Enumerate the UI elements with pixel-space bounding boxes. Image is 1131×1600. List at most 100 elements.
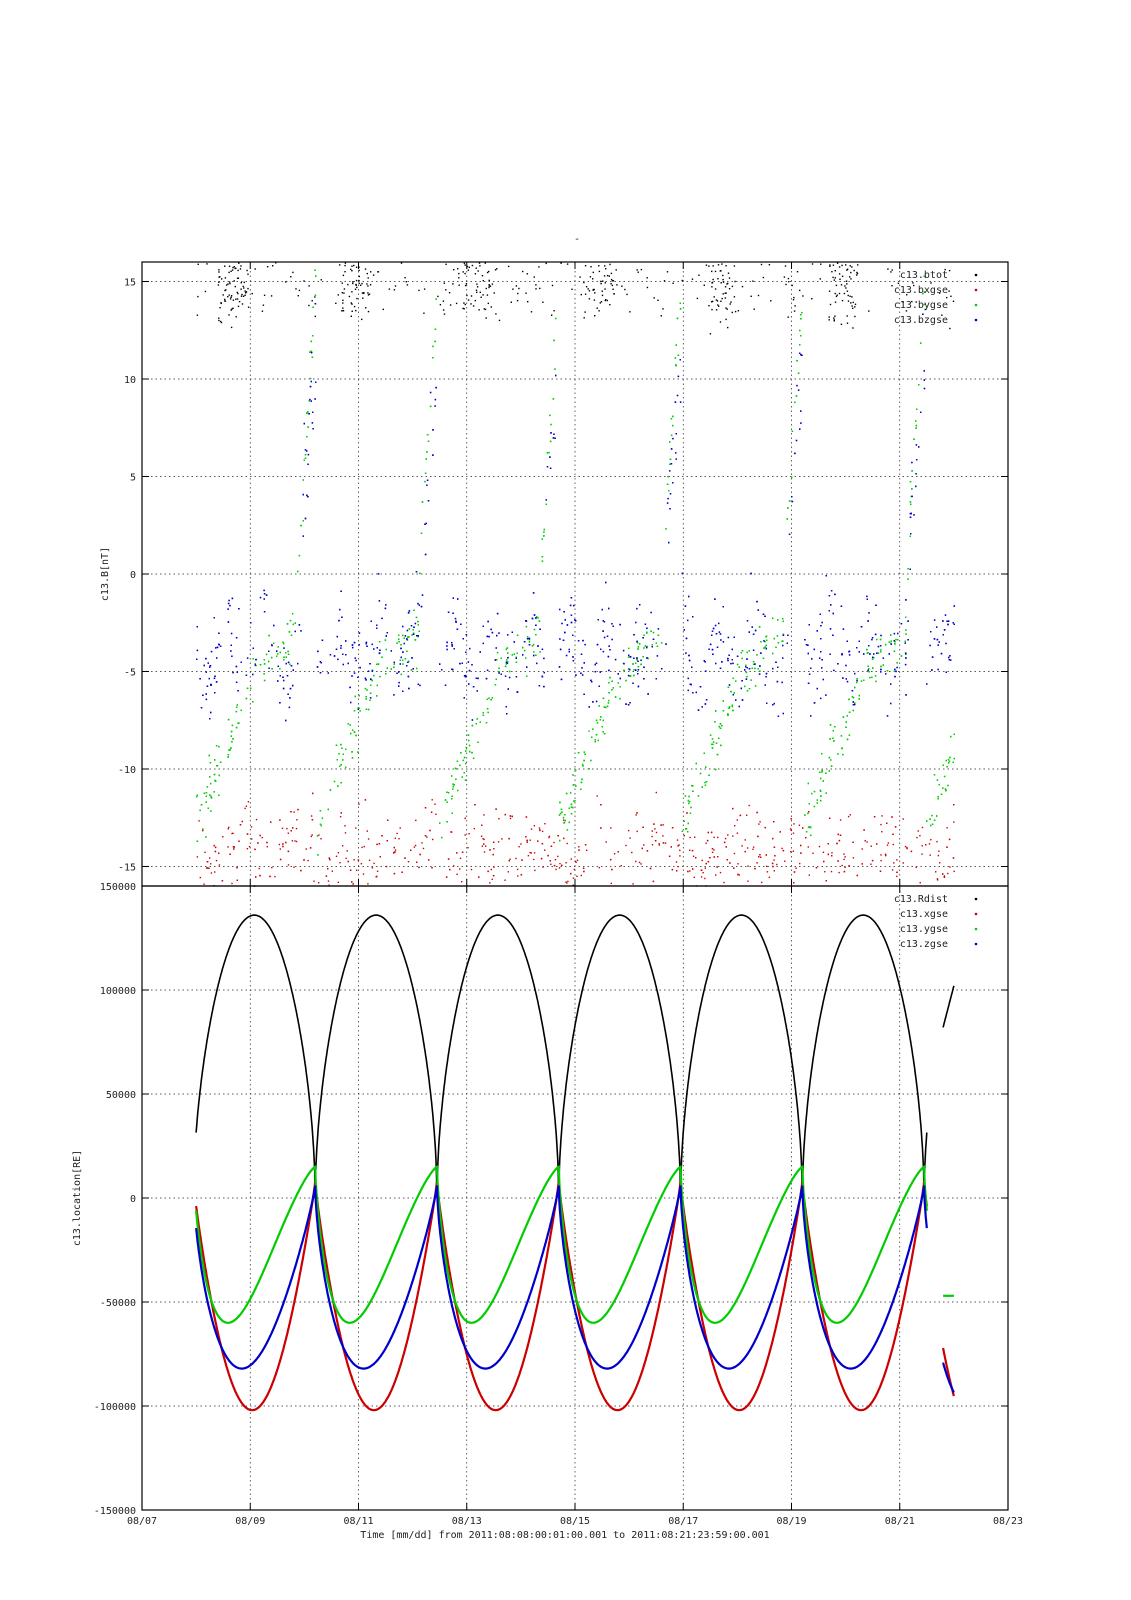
data-point-c13.bxgse xyxy=(352,883,354,885)
data-point-c13.bygse xyxy=(416,667,418,670)
data-point-c13.bxgse xyxy=(736,819,738,821)
data-point-c13.bzgse xyxy=(545,499,547,501)
data-point-c13.bzgse xyxy=(283,679,285,682)
data-point-c13.btot xyxy=(604,282,606,284)
data-point-c13.btot xyxy=(845,287,847,289)
data-point-c13.bzgse xyxy=(498,632,500,634)
data-point-c13.bzgse xyxy=(715,662,717,665)
data-point-c13.bxgse xyxy=(404,857,406,859)
data-point-c13.bzgse xyxy=(705,670,707,672)
data-point-c13.bxgse xyxy=(456,852,458,854)
data-point-c13.btot xyxy=(811,263,814,265)
data-point-c13.bxgse xyxy=(837,833,839,836)
data-point-c13.bxgse xyxy=(919,835,921,837)
data-point-c13.bxgse xyxy=(533,825,536,827)
data-point-c13.btot xyxy=(235,267,237,269)
data-point-c13.btot xyxy=(605,268,607,270)
data-point-c13.bxgse xyxy=(818,845,821,848)
data-point-c13.bzgse xyxy=(832,612,834,615)
data-point-c13.bygse xyxy=(851,696,854,698)
data-point-c13.bygse xyxy=(828,756,831,759)
data-point-c13.bxgse xyxy=(407,861,410,863)
data-point-c13.bygse xyxy=(200,804,203,806)
data-point-c13.bzgse xyxy=(625,703,627,705)
data-point-c13.bzgse xyxy=(923,370,925,372)
data-point-c13.btot xyxy=(394,285,397,287)
data-point-c13.bxgse xyxy=(362,873,365,875)
data-point-c13.bzgse xyxy=(632,682,634,684)
data-point-c13.bygse xyxy=(711,738,714,740)
data-point-c13.bzgse xyxy=(676,394,679,397)
data-point-c13.bzgse xyxy=(230,650,232,652)
data-point-c13.btot xyxy=(219,307,221,309)
data-point-c13.btot xyxy=(231,269,234,271)
data-point-c13.bygse xyxy=(751,667,753,669)
data-point-c13.bygse xyxy=(471,724,474,727)
data-point-c13.bzgse xyxy=(945,642,947,645)
data-point-c13.bzgse xyxy=(677,375,680,378)
data-point-c13.bxgse xyxy=(555,868,557,871)
data-point-c13.btot xyxy=(602,280,604,282)
data-point-c13.bygse xyxy=(216,765,218,767)
data-point-c13.bzgse xyxy=(669,508,671,510)
data-point-c13.btot xyxy=(852,301,854,304)
data-point-c13.bxgse xyxy=(205,867,208,869)
data-point-c13.bzgse xyxy=(808,673,811,675)
data-point-c13.bxgse xyxy=(852,857,855,859)
data-point-c13.bxgse xyxy=(671,827,674,829)
data-point-c13.bzgse xyxy=(900,623,903,625)
data-point-c13.bxgse xyxy=(658,843,660,845)
data-point-c13.bzgse xyxy=(574,619,576,621)
data-point-c13.btot xyxy=(368,293,371,295)
data-point-c13.btot xyxy=(472,305,475,307)
data-point-c13.bzgse xyxy=(639,604,641,606)
data-point-c13.bzgse xyxy=(539,628,541,630)
data-point-c13.btot xyxy=(476,286,479,288)
data-point-c13.bxgse xyxy=(473,827,475,830)
data-point-c13.btot xyxy=(836,262,839,264)
data-point-c13.bzgse xyxy=(828,610,830,612)
data-point-c13.bxgse xyxy=(375,876,377,878)
data-point-c13.bzgse xyxy=(711,648,714,651)
data-point-c13.btot xyxy=(448,292,451,294)
data-point-c13.bygse xyxy=(668,490,670,492)
data-point-c13.btot xyxy=(495,313,497,315)
data-point-c13.bzgse xyxy=(213,677,216,679)
data-point-c13.bzgse xyxy=(595,700,598,703)
data-point-c13.bxgse xyxy=(539,829,541,831)
data-point-c13.bygse xyxy=(909,481,912,483)
data-point-c13.bygse xyxy=(515,661,518,663)
data-point-c13.bzgse xyxy=(581,674,584,676)
data-point-c13.bzgse xyxy=(674,401,677,403)
data-point-c13.btot xyxy=(342,302,344,304)
data-point-c13.bygse xyxy=(565,792,568,795)
data-point-c13.bxgse xyxy=(538,827,541,829)
data-point-c13.bygse xyxy=(644,645,647,647)
data-point-c13.bygse xyxy=(866,652,868,654)
data-point-c13.btot xyxy=(361,292,364,294)
data-point-c13.btot xyxy=(911,300,913,303)
data-point-c13.bzgse xyxy=(920,411,922,413)
data-point-c13.bzgse xyxy=(468,669,471,672)
data-point-c13.btot xyxy=(589,276,592,278)
data-point-c13.btot xyxy=(726,283,728,285)
top-legend-label: c13.bxgse xyxy=(894,285,948,296)
data-point-c13.btot xyxy=(601,290,603,292)
data-point-c13.btot xyxy=(600,301,603,303)
data-point-c13.bxgse xyxy=(285,841,287,844)
data-point-c13.bzgse xyxy=(359,666,361,669)
data-point-c13.bzgse xyxy=(268,650,270,652)
data-point-c13.bzgse xyxy=(298,624,301,626)
data-point-c13.bxgse xyxy=(635,860,637,863)
data-point-c13.bxgse xyxy=(368,859,371,861)
data-point-c13.btot xyxy=(906,294,908,296)
top-panel-grid xyxy=(142,262,1008,886)
data-point-c13.bzgse xyxy=(913,514,915,516)
data-point-c13.btot xyxy=(691,278,694,280)
data-point-c13.bzgse xyxy=(655,678,657,680)
data-point-c13.btot xyxy=(344,262,347,264)
data-point-c13.bxgse xyxy=(305,848,307,850)
data-point-c13.bzgse xyxy=(758,673,761,675)
data-point-c13.bzgse xyxy=(434,405,436,407)
data-point-c13.bxgse xyxy=(723,881,725,884)
